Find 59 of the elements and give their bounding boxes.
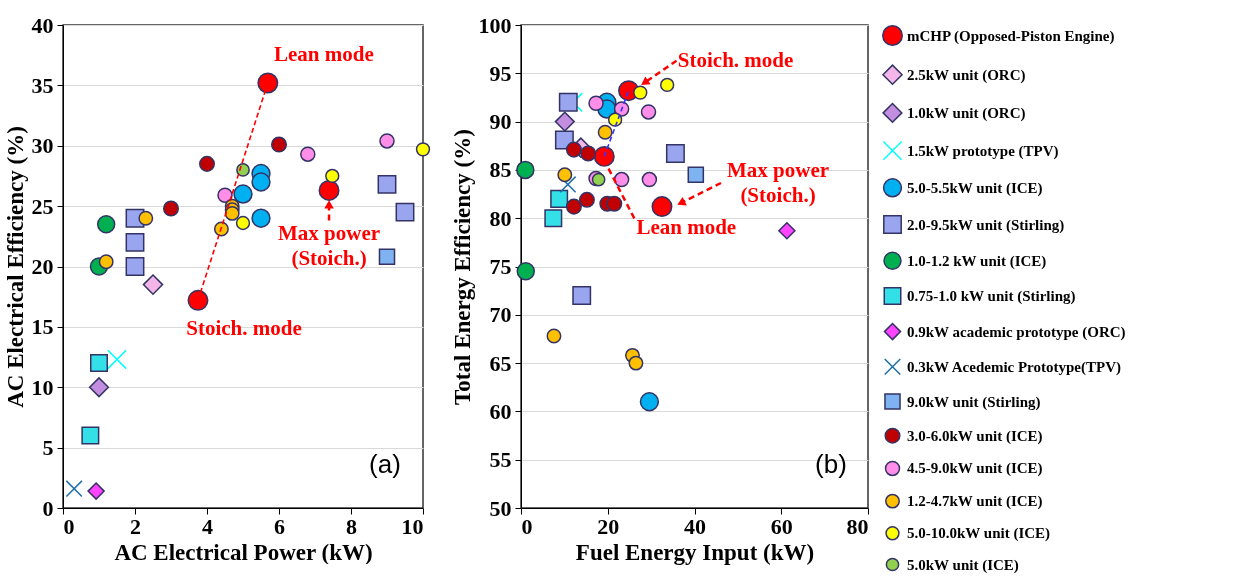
y-tick-label: 20 (31, 254, 54, 279)
legend-label: 5.0-10.0kW unit (ICE) (907, 525, 1051, 543)
legend-label: 5.0kW unit (ICE) (907, 556, 1019, 574)
y-tick-label: 70 (489, 302, 512, 328)
legend-label: 5.0-5.5kW unit (ICE) (907, 179, 1043, 197)
y-tick-label: 100 (478, 12, 512, 38)
legend-label: 0.9kW academic prototype (ORC) (907, 323, 1126, 341)
y-tick-label: 65 (489, 350, 512, 376)
annotation: Stoich. mode (186, 316, 302, 341)
x-axis-title: AC Electrical Power (kW) (114, 539, 373, 565)
x-tick-label: 2 (130, 513, 141, 539)
x-tick-label: 0 (63, 513, 75, 539)
x-tick-label: 80 (846, 513, 869, 539)
annotation: (b) (815, 449, 847, 479)
x-tick-label: 0 (521, 513, 533, 539)
y-tick-label: 35 (31, 72, 54, 98)
x-tick-label: 60 (770, 513, 793, 539)
y-tick-label: 5 (42, 435, 54, 461)
y-tick-label: 90 (489, 109, 512, 135)
y-tick-label: 55 (489, 447, 512, 473)
annotation: (a) (369, 449, 401, 479)
legend-label: 1.0-1.2 kW unit (ICE) (907, 252, 1047, 270)
legend-label: 0.75-1.0 kW unit (Stirling) (907, 287, 1076, 305)
x-tick-label: 10 (401, 513, 424, 539)
y-tick-label: 80 (489, 205, 512, 231)
annotation: Lean mode (636, 215, 737, 240)
y-tick-label: 85 (489, 157, 512, 183)
x-tick-label: 8 (346, 513, 357, 539)
legend-label: mCHP (Opposed-Piston Engine) (907, 27, 1115, 45)
legend-label: 0.3kW Acedemic Prototype(TPV) (907, 358, 1121, 376)
y-tick-label: 60 (489, 398, 512, 424)
annotation: Stoich. mode (677, 47, 794, 72)
legend-label: 1.2-4.7kW unit (ICE) (907, 493, 1043, 511)
legend-label: 1.0kW unit (ORC) (907, 104, 1026, 122)
y-tick-label: 50 (489, 495, 512, 521)
legend-label: 3.0-6.0kW unit (ICE) (907, 427, 1043, 445)
legend-label: 4.5-9.0kW unit (ICE) (907, 460, 1043, 478)
legend-label: 2.5kW unit (ORC) (907, 66, 1026, 84)
x-tick-label: 20 (597, 513, 620, 539)
x-tick-label: 40 (684, 513, 706, 539)
y-tick-label: 95 (489, 60, 512, 86)
annotation: Lean mode (273, 41, 374, 66)
y-tick-label: 10 (31, 374, 54, 400)
y-tick-label: 0 (42, 495, 54, 521)
y-tick-label: 15 (31, 314, 54, 340)
legend-label: 9.0kW unit (Stirling) (907, 393, 1041, 411)
legend-label: 2.0-9.5kW unit (Stirling) (907, 216, 1065, 234)
x-tick-label: 4 (202, 513, 213, 539)
y-tick-label: 40 (31, 12, 54, 38)
y-axis-title: Total Energy Efficiency (%) (449, 129, 475, 405)
y-tick-label: 30 (31, 133, 54, 159)
y-tick-label: 75 (489, 254, 512, 279)
annotation: Max power (Stoich.) (726, 158, 830, 207)
y-axis-title: AC Electrical Efficiency (%) (2, 126, 28, 408)
x-axis-title: Fuel Energy Input (kW) (575, 539, 815, 565)
y-tick-label: 25 (31, 193, 54, 219)
legend-label: 1.5kW prototype (TPV) (907, 142, 1059, 160)
annotation: Max power (Stoich.) (278, 221, 381, 271)
x-tick-label: 6 (274, 513, 285, 539)
